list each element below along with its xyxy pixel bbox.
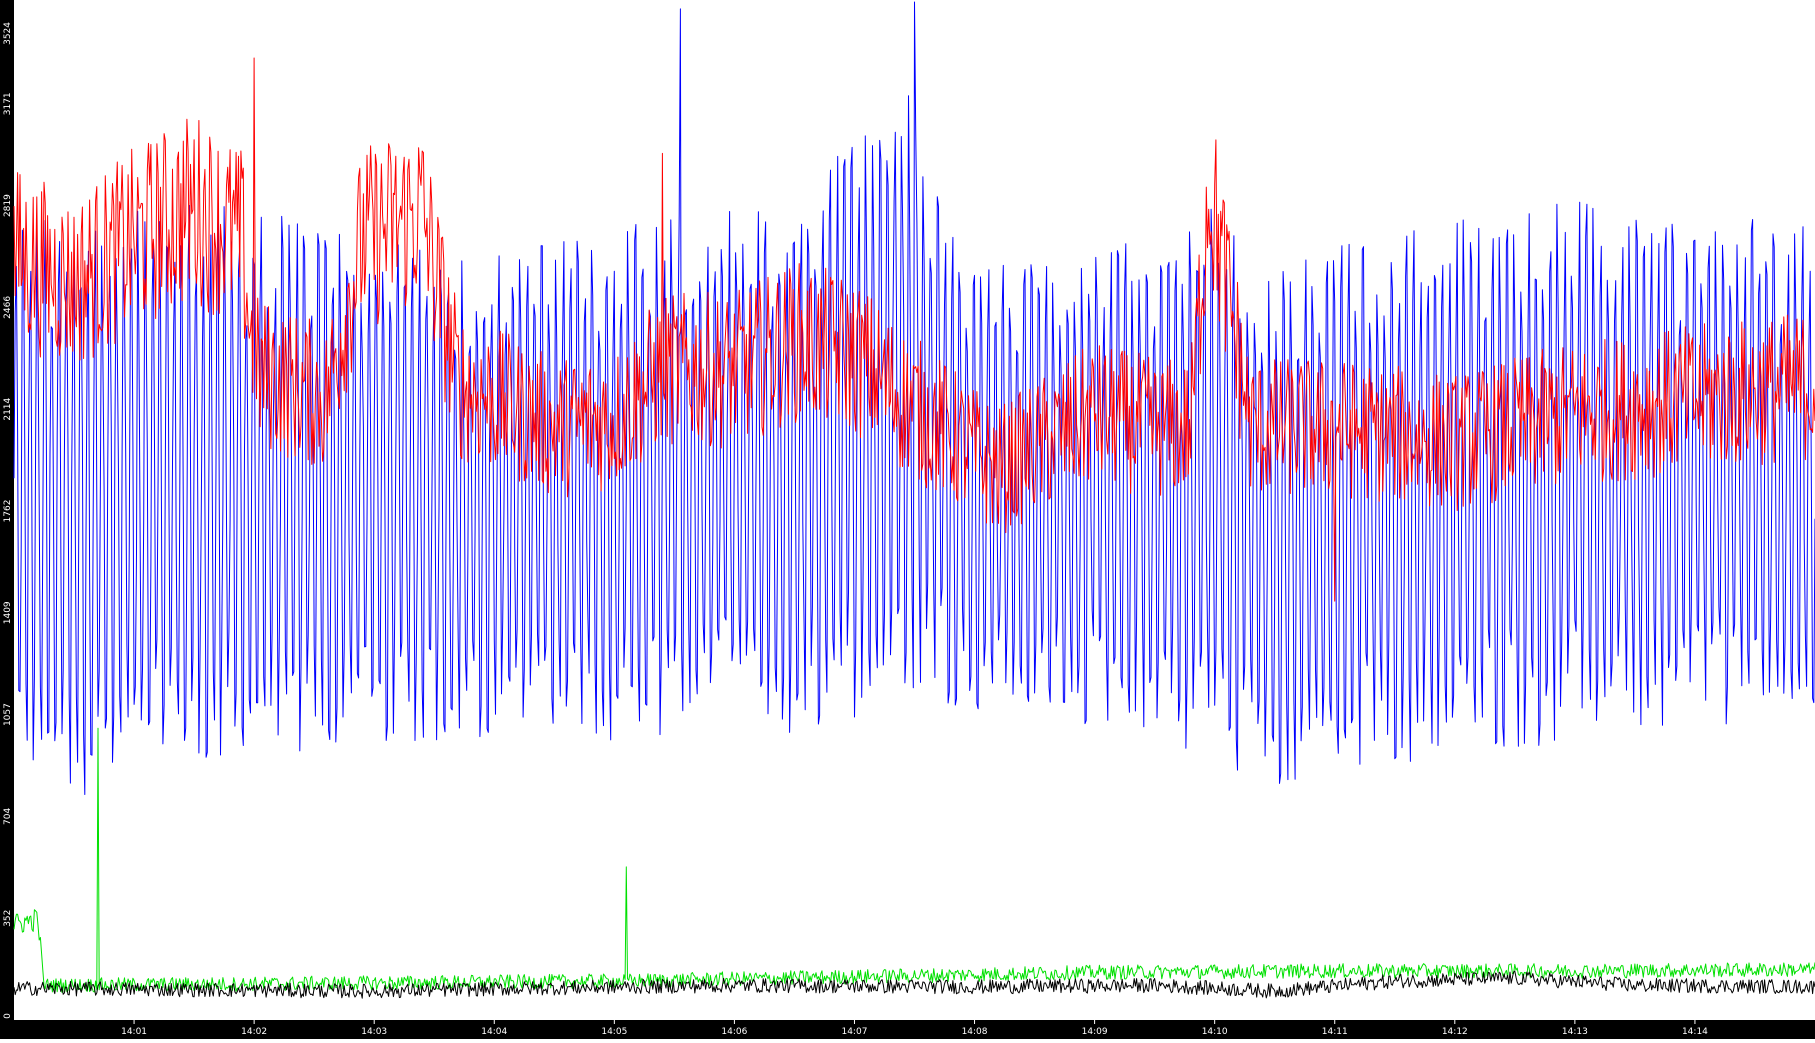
x-tick-label: 14:12: [1442, 1027, 1468, 1037]
y-tick-label: 704: [3, 808, 13, 825]
x-tick-label: 14:09: [1082, 1027, 1108, 1037]
x-tick-label: 14:07: [841, 1027, 867, 1037]
y-tick-labels: 0 352 704 1057 1409 1762 2114 2466 2819 3171 3524: [3, 22, 13, 1019]
series-line-4: [13, 970, 1815, 999]
y-tick-label: 352: [3, 910, 13, 927]
y-tick-label: 2819: [3, 194, 13, 217]
x-tick-label: 14:10: [1202, 1027, 1228, 1037]
x-tick-label: 14:08: [962, 1027, 988, 1037]
x-tick-label: 14:01: [121, 1027, 147, 1037]
series-line-2: [13, 57, 1815, 602]
x-tick-label: 14:05: [601, 1027, 627, 1037]
x-tick-label: 14:14: [1682, 1027, 1708, 1037]
y-tick-label: 2466: [3, 296, 13, 319]
series-line-1: [13, 1, 1815, 795]
y-tick-label: 1762: [3, 500, 13, 523]
y-tick-label: 3524: [3, 22, 13, 45]
y-tick-label: 0: [3, 1013, 13, 1019]
y-tick-label: 2114: [3, 397, 13, 420]
series-layer: [13, 1, 1815, 999]
x-axis-bar: [0, 1020, 1815, 1039]
x-tick-label: 14:04: [481, 1027, 507, 1037]
x-tick-label: 14:03: [361, 1027, 387, 1037]
x-tick-label: 14:06: [721, 1027, 747, 1037]
y-tick-label: 3171: [3, 92, 13, 115]
y-tick-label: 1057: [3, 703, 13, 726]
x-tick-labels: 14:01 14:02 14:03 14:04 14:05 14:06 14:07 14:08…: [121, 1020, 1708, 1037]
x-tick-label: 14:11: [1322, 1027, 1348, 1037]
y-axis-bar: [0, 0, 14, 1020]
y-tick-label: 1409: [3, 601, 13, 624]
x-tick-label: 14:13: [1562, 1027, 1588, 1037]
x-tick-label: 14:02: [241, 1027, 267, 1037]
